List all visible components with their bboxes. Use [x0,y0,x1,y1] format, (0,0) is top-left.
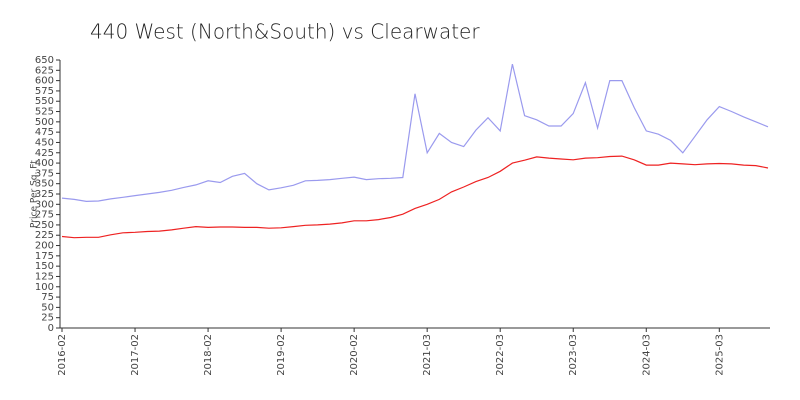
y-tick-label: 475 [35,127,54,138]
y-tick-label: 500 [35,117,54,128]
line-series [61,155,769,239]
x-tick-label: 2019-02 [276,334,287,376]
y-tick-label: 100 [35,282,54,293]
y-tick-label: 625 [35,65,54,76]
y-axis-label: Price Per Sq. Ft [30,160,40,228]
x-tick-label: 2017-02 [130,334,141,376]
y-tick-label: 0 [48,323,54,334]
y-tick-label: 150 [35,261,54,272]
y-tick-label: 325 [35,189,54,200]
y-tick-label: 125 [35,271,54,282]
y-tick-label: 225 [35,230,54,241]
y-tick-label: 425 [35,148,54,159]
y-tick-label: 400 [35,158,54,169]
y-tick-label: 250 [35,220,54,231]
y-tick-label: 275 [35,210,54,221]
y-tick-label: 450 [35,137,54,148]
y-tick-label: 375 [35,168,54,179]
y-tick-label: 300 [35,199,54,210]
x-tick-label: 2021-03 [422,334,433,376]
x-tick-label: 2025-03 [714,334,725,376]
x-tick-label: 2016-02 [57,334,68,376]
y-tick-label: 550 [35,96,54,107]
y-tick-label: 175 [35,251,54,262]
x-tick-label: 2022-03 [495,334,506,376]
y-tick-label: 575 [35,86,54,97]
y-tick-label: 350 [35,179,54,190]
x-tick-label: 2018-02 [203,334,214,376]
x-tick-label: 2023-03 [568,334,579,376]
y-tick-label: 650 [35,55,54,66]
x-tick-label: 2020-02 [349,334,360,376]
line-series [61,63,769,203]
y-tick-label: 75 [41,292,54,303]
y-tick-label: 50 [41,302,54,313]
x-tick-label: 2024-03 [641,334,652,376]
y-tick-label: 600 [35,76,54,87]
y-tick-label: 200 [35,241,54,252]
chart-title: 440 West (North&South) vs Clearwater [90,20,480,44]
y-tick-label: 525 [35,107,54,118]
y-tick-label: 25 [41,313,54,324]
